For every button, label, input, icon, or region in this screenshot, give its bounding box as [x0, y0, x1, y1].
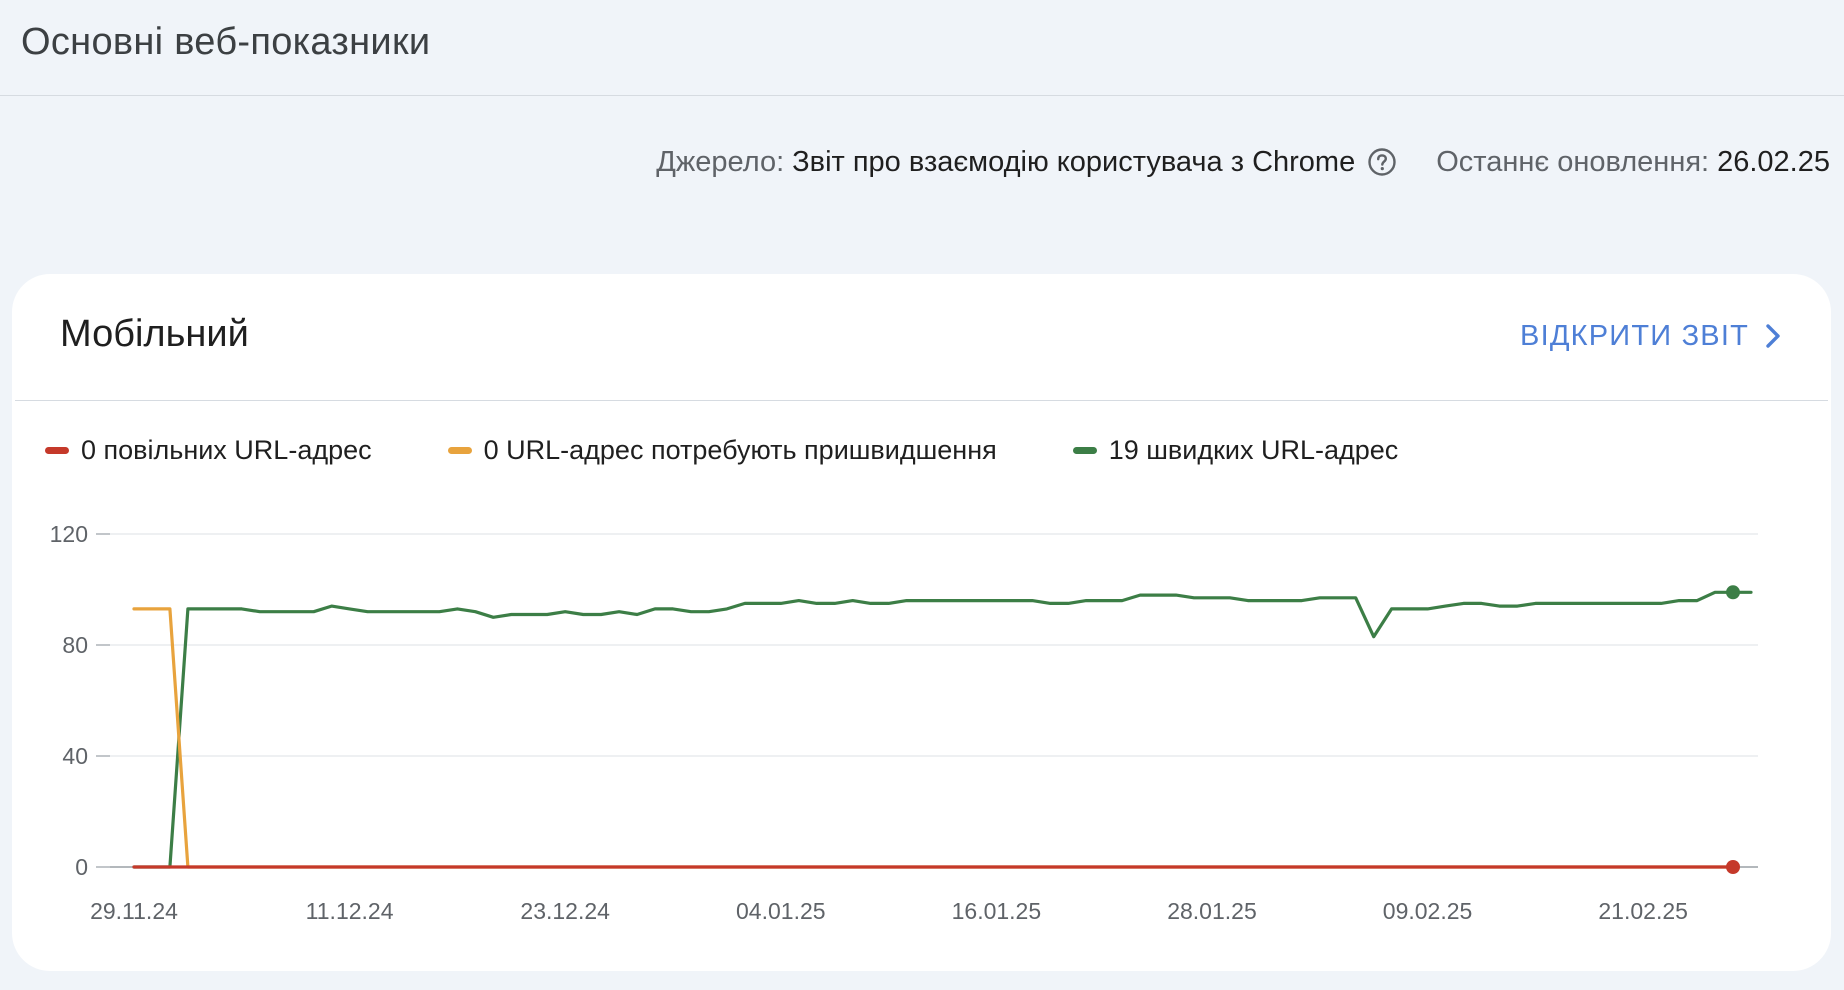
page-title: Основні веб-показники	[21, 21, 431, 63]
legend-swatch-slow	[45, 446, 69, 454]
x-tick-label: 28.01.25	[1167, 898, 1257, 924]
x-tick-label: 16.01.25	[952, 898, 1042, 924]
x-tick-label: 04.01.25	[736, 898, 826, 924]
data-source-row: Джерело: Звіт про взаємодію користувача …	[656, 140, 1830, 184]
last-updated-label: Останнє оновлення:	[1436, 146, 1710, 178]
chevron-right-icon	[1766, 324, 1780, 348]
chart-area: 0 40 80 120 29.11.24 11.12.24 23.12.24 04.01.25…	[12, 274, 1831, 971]
y-tick-label: 80	[62, 632, 88, 658]
legend-item-needs-improvement[interactable]: 0 URL-адрес потребують пришвидшення	[447, 428, 997, 472]
legend-item-slow[interactable]: 0 повільних URL-адрес	[45, 428, 372, 472]
last-updated-value: 26.02.25	[1717, 146, 1830, 178]
legend-item-fast[interactable]: 19 швидких URL-адрес	[1072, 428, 1399, 472]
page-header: Основні веб-показники	[0, 0, 1844, 96]
series-end-marker-2	[1726, 585, 1740, 600]
card-title: Мобільний	[60, 313, 249, 355]
mobile-card: 0 40 80 120 29.11.24 11.12.24 23.12.24 04.01.25…	[12, 274, 1831, 971]
x-tick-label: 11.12.24	[306, 898, 394, 924]
series-end-marker-0	[1726, 860, 1740, 874]
open-report-label: ВІДКРИТИ ЗВІТ	[1520, 320, 1749, 352]
x-tick-label: 29.11.24	[90, 898, 178, 924]
y-tick-label: 0	[75, 854, 88, 880]
y-tick-label: 120	[50, 521, 88, 547]
x-tick-label: 23.12.24	[520, 898, 610, 924]
open-report-button[interactable]: ВІДКРИТИ ЗВІТ	[1520, 316, 1783, 356]
legend-swatch-needs-improvement	[447, 446, 472, 454]
help-circle-icon[interactable]	[1367, 147, 1397, 177]
series-line-1	[132, 607, 1735, 869]
legend-label-needs-improvement: 0 URL-адрес потребують пришвидшення	[483, 435, 997, 465]
line-chart: 0 40 80 120 29.11.24 11.12.24 23.12.24 04.01.25…	[50, 521, 1758, 924]
card-divider	[15, 400, 1828, 401]
y-tick-label: 40	[62, 743, 88, 769]
legend-label-slow: 0 повільних URL-адрес	[81, 435, 372, 465]
legend-label-fast: 19 швидких URL-адрес	[1108, 435, 1399, 465]
source-label: Джерело:	[656, 146, 785, 178]
chart-legend: 0 повільних URL-адрес 0 URL-адрес потреб…	[45, 428, 1474, 472]
x-tick-label: 09.02.25	[1383, 898, 1473, 924]
legend-swatch-fast	[1072, 446, 1097, 454]
series-line-2	[132, 590, 1753, 869]
x-tick-label: 21.02.25	[1598, 898, 1688, 924]
source-value: Звіт про взаємодію користувача з Chrome	[792, 146, 1356, 178]
